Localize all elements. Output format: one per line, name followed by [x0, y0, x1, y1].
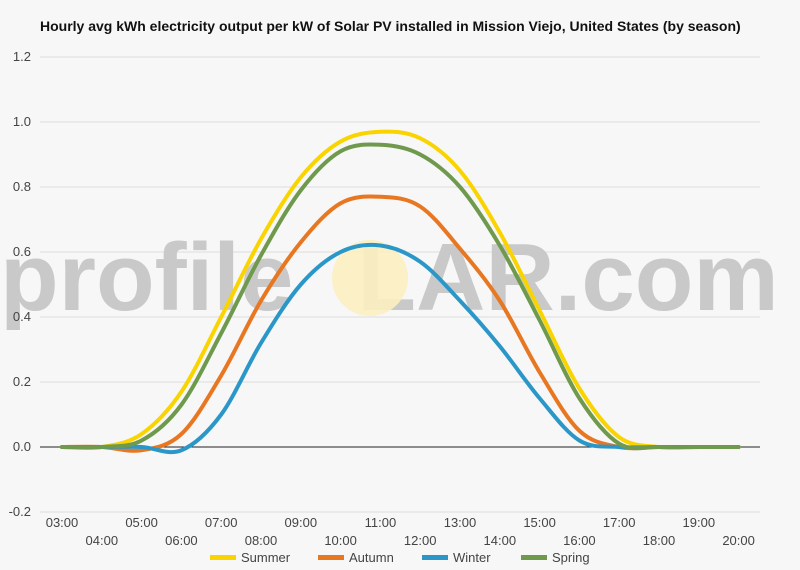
y-tick-label: 0.6 — [13, 244, 31, 259]
x-tick-label: 05:00 — [125, 515, 158, 530]
legend-label-winter: Winter — [453, 550, 491, 565]
x-tick-label: 14:00 — [484, 533, 517, 548]
series-line-spring — [60, 142, 741, 451]
series-line-summer — [60, 129, 741, 450]
x-tick-label: 09:00 — [285, 515, 318, 530]
x-tick-label: 04:00 — [86, 533, 119, 548]
watermark: profileSLAR.com — [0, 224, 779, 331]
x-tick-label: 18:00 — [643, 533, 676, 548]
legend-swatch-spring — [521, 555, 547, 560]
y-tick-label: 0.8 — [13, 179, 31, 194]
chart-title: Hourly avg kWh electricity output per kW… — [40, 18, 741, 34]
watermark-text-right: LAR.com — [357, 224, 778, 331]
legend-swatch-winter — [422, 555, 448, 560]
legend-swatch-summer — [210, 555, 236, 560]
x-tick-label: 10:00 — [324, 533, 357, 548]
y-tick-label: -0.2 — [9, 504, 31, 519]
legend: Summer Autumn Winter Spring — [210, 550, 590, 565]
legend-swatch-autumn — [318, 555, 344, 560]
series-line-winter — [60, 242, 741, 455]
x-tick-label: 06:00 — [165, 533, 198, 548]
x-tick-label: 19:00 — [683, 515, 716, 530]
y-tick-label: 0.0 — [13, 439, 31, 454]
x-tick-label: 17:00 — [603, 515, 636, 530]
y-tick-label: 1.2 — [13, 49, 31, 64]
legend-label-summer: Summer — [241, 550, 291, 565]
legend-label-autumn: Autumn — [349, 550, 394, 565]
watermark-text: profileSLAR.com — [0, 224, 779, 331]
x-tick-label: 11:00 — [365, 515, 397, 530]
series-lines — [60, 129, 741, 455]
legend-label-spring: Spring — [552, 550, 590, 565]
y-tick-label: 0.2 — [13, 374, 31, 389]
y-tick-label: 1.0 — [13, 114, 31, 129]
x-tick-label: 03:00 — [46, 515, 79, 530]
watermark-text-left: profile — [0, 224, 293, 331]
axes: 1.2 1.0 0.8 0.6 0.4 0.2 0.0 -0.2 03:00 04:00 05:00… — [9, 49, 760, 548]
x-tick-label: 20:00 — [722, 533, 755, 548]
x-tick-label: 13:00 — [444, 515, 477, 530]
sun-logo-icon — [332, 240, 408, 316]
y-tick-label: 0.4 — [13, 309, 31, 324]
x-tick-label: 07:00 — [205, 515, 238, 530]
x-tick-label: 15:00 — [523, 515, 556, 530]
x-tick-label: 12:00 — [404, 533, 437, 548]
x-tick-label: 16:00 — [563, 533, 596, 548]
x-tick-label: 08:00 — [245, 533, 278, 548]
